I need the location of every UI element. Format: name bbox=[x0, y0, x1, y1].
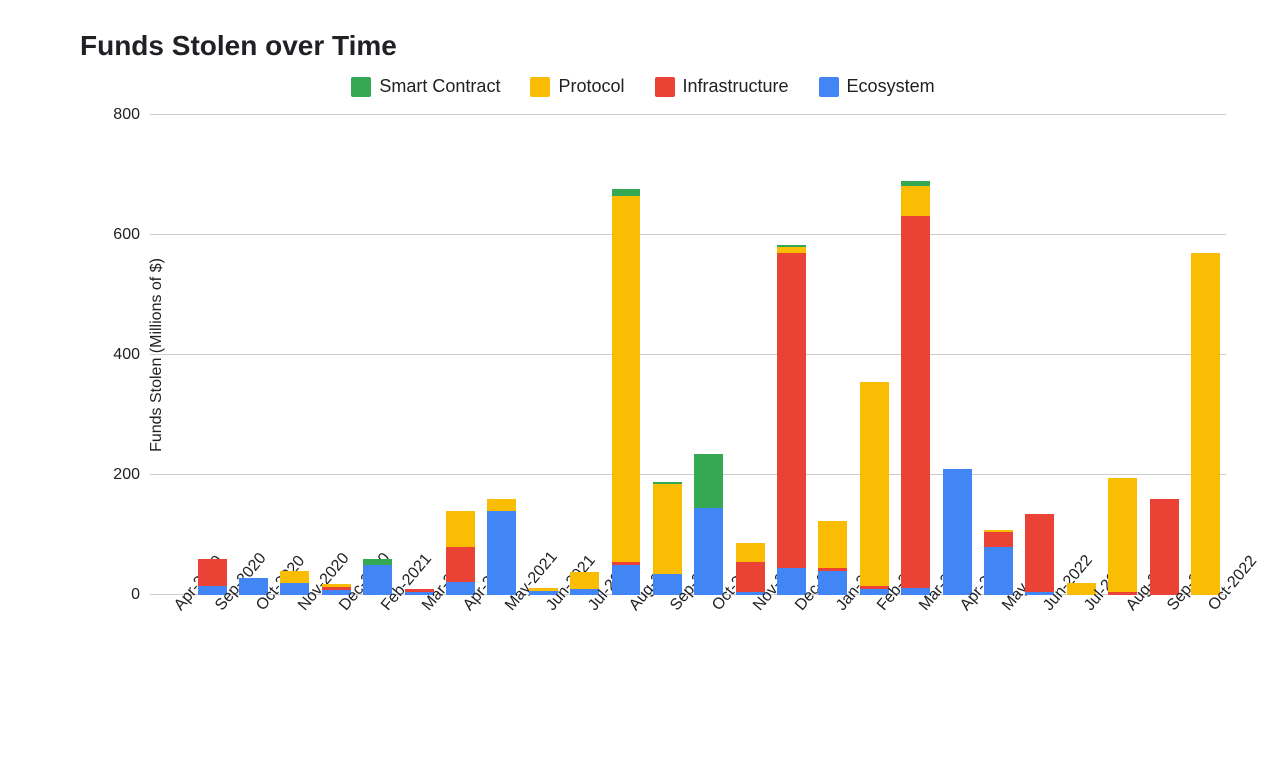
bar-column: 2022-Sep bbox=[1143, 499, 1184, 595]
y-tick-label: 0 bbox=[100, 586, 140, 604]
legend-label: Ecosystem bbox=[847, 76, 935, 97]
legend-swatch bbox=[351, 77, 371, 97]
bar-column: 2022-Mar bbox=[895, 181, 936, 595]
chart-title: Funds Stolen over Time bbox=[80, 30, 1256, 62]
bar-segment-smart_contract bbox=[694, 454, 723, 508]
bar-segment-protocol bbox=[818, 521, 847, 568]
legend-swatch bbox=[819, 77, 839, 97]
bar-column: 2021-Sep bbox=[647, 482, 688, 595]
bar-segment-infrastructure bbox=[901, 216, 930, 588]
bar-segment-protocol bbox=[570, 572, 599, 589]
bar-segment-protocol bbox=[1108, 478, 1137, 592]
bar-segment-protocol bbox=[280, 571, 309, 583]
legend-label: Smart Contract bbox=[379, 76, 500, 97]
bar-column: 2021-Jun bbox=[523, 588, 564, 595]
bar-column: 2021-Jul bbox=[564, 572, 605, 595]
bar-column: 2021-Feb bbox=[357, 559, 398, 595]
legend-item-infrastructure: Infrastructure bbox=[655, 76, 789, 97]
bar-segment-ecosystem bbox=[984, 547, 1013, 595]
bar-segment-protocol bbox=[901, 186, 930, 216]
bar-segment-protocol bbox=[653, 484, 682, 574]
bars: 2020-Apr2020-Sep2020-Oct2020-Nov2020-Dec… bbox=[150, 115, 1226, 595]
bar-column: 2020-Dec bbox=[316, 584, 357, 595]
bar-column: 2022-Oct bbox=[1185, 253, 1226, 595]
bar-column: 2021-May bbox=[481, 499, 522, 595]
y-tick-label: 600 bbox=[100, 226, 140, 244]
chart-container: Funds Stolen over Time Smart Contract Pro… bbox=[0, 0, 1286, 776]
bar-column: 2022-May bbox=[978, 530, 1019, 595]
bar-segment-ecosystem bbox=[487, 511, 516, 595]
bar-column: 2021-Mar bbox=[398, 589, 439, 595]
bar-segment-protocol bbox=[736, 543, 765, 562]
bar-segment-protocol bbox=[860, 382, 889, 586]
bar-column: 2022-Feb bbox=[854, 382, 895, 595]
legend-swatch bbox=[530, 77, 550, 97]
bar-column: 2021-Apr bbox=[440, 511, 481, 595]
bar-segment-ecosystem bbox=[943, 469, 972, 595]
bar-column: 2022-Jun bbox=[1019, 514, 1060, 595]
bar-column: 2020-Sep bbox=[191, 559, 232, 595]
y-tick-label: 200 bbox=[100, 466, 140, 484]
legend-item-ecosystem: Ecosystem bbox=[819, 76, 935, 97]
legend: Smart Contract Protocol Infrastructure Ecos… bbox=[30, 76, 1256, 97]
bar-column: 2020-Nov bbox=[274, 571, 315, 595]
bar-segment-infrastructure bbox=[736, 562, 765, 592]
legend-item-protocol: Protocol bbox=[530, 76, 624, 97]
bar-column: 2021-Aug bbox=[605, 189, 646, 595]
plot-area: Funds Stolen (Millions of $) 02004006008… bbox=[150, 115, 1226, 595]
legend-item-smart_contract: Smart Contract bbox=[351, 76, 500, 97]
bar-column: 2020-Oct bbox=[233, 578, 274, 595]
bar-segment-ecosystem bbox=[694, 508, 723, 595]
legend-swatch bbox=[655, 77, 675, 97]
bar-segment-infrastructure bbox=[777, 253, 806, 568]
bar-segment-infrastructure bbox=[446, 547, 475, 582]
bar-segment-protocol bbox=[612, 196, 641, 562]
bar-column: 2022-Jan bbox=[812, 521, 853, 595]
y-tick-label: 400 bbox=[100, 346, 140, 364]
bar-column: 2021-Dec bbox=[771, 245, 812, 595]
bar-segment-protocol bbox=[1191, 253, 1220, 595]
legend-label: Protocol bbox=[558, 76, 624, 97]
bar-column: 2022-Jul bbox=[1061, 583, 1102, 595]
bar-column: 2022-Aug bbox=[1102, 478, 1143, 595]
bar-segment-infrastructure bbox=[1150, 499, 1179, 595]
bar-segment-infrastructure bbox=[1025, 514, 1054, 592]
bar-segment-protocol bbox=[487, 499, 516, 511]
bar-segment-infrastructure bbox=[984, 532, 1013, 547]
bar-segment-smart_contract bbox=[612, 189, 641, 196]
bar-column: 2022-Apr bbox=[936, 469, 977, 595]
bar-column: 2021-Nov bbox=[729, 543, 770, 595]
legend-label: Infrastructure bbox=[683, 76, 789, 97]
bar-column: 2021-Oct bbox=[688, 454, 729, 595]
bar-segment-infrastructure bbox=[198, 559, 227, 586]
y-tick-label: 800 bbox=[100, 106, 140, 124]
bar-segment-protocol bbox=[446, 511, 475, 547]
